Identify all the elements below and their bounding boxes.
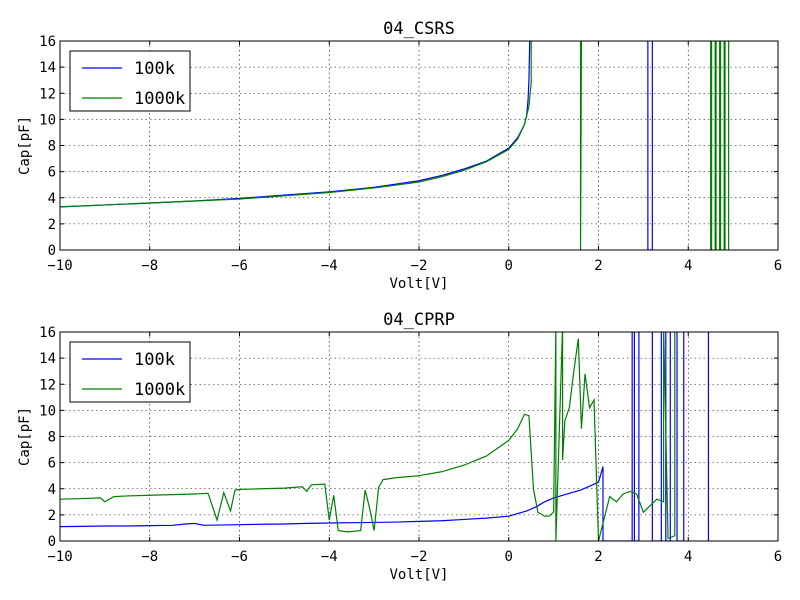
y-tick-label: 16: [39, 325, 56, 341]
y-tick-label: 6: [48, 456, 56, 472]
y-tick-label: 8: [48, 139, 56, 155]
y-tick-label: 10: [39, 112, 56, 128]
chart-cprp: −10 −8 −6 −4 −2 0 2 4 6 0 2 4 6 8 10 12 14 16 04_CPRP Volt[…: [17, 310, 782, 583]
legend: 100k 1000k: [70, 342, 190, 402]
y-tick-label: 14: [39, 351, 56, 367]
y-tick-label: 0: [48, 243, 56, 259]
legend: 100k 1000k: [70, 51, 190, 111]
legend-label: 100k: [134, 59, 175, 79]
y-tick-label: 12: [39, 86, 56, 102]
x-tick-label: −2: [411, 549, 428, 565]
x-tick-label: −6: [231, 549, 248, 565]
legend-label: 1000k: [134, 380, 185, 400]
x-tick-label: 0: [505, 258, 513, 274]
x-tick-label: −8: [141, 549, 158, 565]
x-axis-label: Volt[V]: [389, 276, 448, 292]
chart-title: 04_CPRP: [383, 310, 455, 330]
y-tick-label: 8: [48, 430, 56, 446]
y-tick-label: 4: [48, 482, 56, 498]
y-tick-label: 4: [48, 191, 56, 207]
x-tick-label: 6: [774, 549, 782, 565]
x-axis-label: Volt[V]: [389, 567, 448, 583]
y-tick-label: 2: [48, 508, 56, 524]
legend-label: 100k: [134, 350, 175, 370]
x-tick-label: 4: [684, 549, 692, 565]
x-tick-label: 2: [594, 258, 602, 274]
y-tick-label: 6: [48, 165, 56, 181]
y-tick-label: 16: [39, 34, 56, 50]
y-tick-label: 0: [48, 534, 56, 550]
x-tick-label: 6: [774, 258, 782, 274]
x-tick-label: −10: [47, 549, 72, 565]
x-tick-label: 2: [594, 549, 602, 565]
y-tick-label: 14: [39, 60, 56, 76]
x-tick-label: −10: [47, 258, 72, 274]
y-tick-label: 10: [39, 403, 56, 419]
x-tick-label: 0: [505, 549, 513, 565]
x-tick-label: −8: [141, 258, 158, 274]
chart-title: 04_CSRS: [383, 19, 455, 39]
x-tick-label: −6: [231, 258, 248, 274]
chart-csrs: −10 −8 −6 −4 −2 0 2 4 6 0 2 4 6 8 10 12 14 16 04_CSRS Volt[…: [17, 19, 782, 292]
x-tick-label: −2: [411, 258, 428, 274]
y-tick-label: 12: [39, 377, 56, 393]
x-tick-label: −4: [321, 258, 338, 274]
y-axis-label: Cap[pF]: [17, 407, 33, 466]
y-axis-label: Cap[pF]: [17, 116, 33, 175]
x-tick-label: −4: [321, 549, 338, 565]
y-tick-label: 2: [48, 217, 56, 233]
legend-label: 1000k: [134, 89, 185, 109]
x-tick-label: 4: [684, 258, 692, 274]
